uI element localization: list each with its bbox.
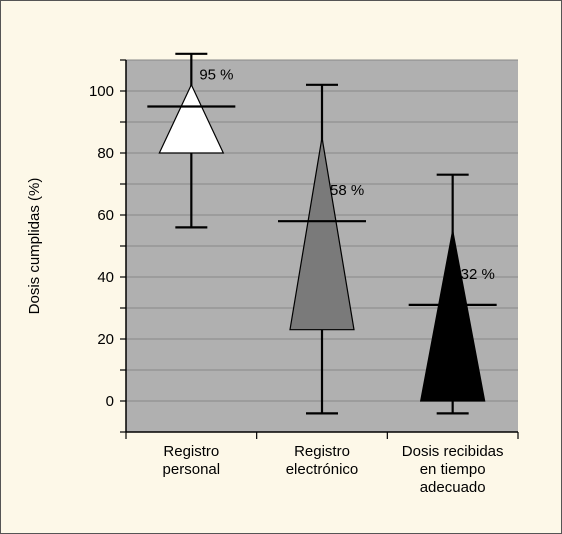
y-axis-label: Dosis cumplidas (%) xyxy=(26,178,43,315)
y-tick-label: 80 xyxy=(97,145,114,162)
x-category-label: Registro xyxy=(163,443,219,460)
median-data-label: 58 % xyxy=(330,182,364,199)
x-category-label: electrónico xyxy=(286,461,359,478)
y-tick-label: 20 xyxy=(97,331,114,348)
triangle-mark xyxy=(419,230,486,402)
x-category-label: en tiempo xyxy=(420,461,486,478)
triangle-mark xyxy=(289,137,355,331)
median-data-label: 95 % xyxy=(199,67,233,84)
x-category-label: Registro xyxy=(294,443,350,460)
x-category-label: Dosis recibidas xyxy=(402,443,504,460)
y-tick-label: 60 xyxy=(97,207,114,224)
median-data-label: 32 % xyxy=(461,266,495,283)
triangle-mark xyxy=(158,83,225,154)
y-tick-label: 100 xyxy=(89,83,114,100)
y-tick-label: 0 xyxy=(106,393,114,410)
y-tick-label: 40 xyxy=(97,269,114,286)
x-category-label: adecuado xyxy=(420,479,486,496)
x-category-label: personal xyxy=(163,461,221,478)
